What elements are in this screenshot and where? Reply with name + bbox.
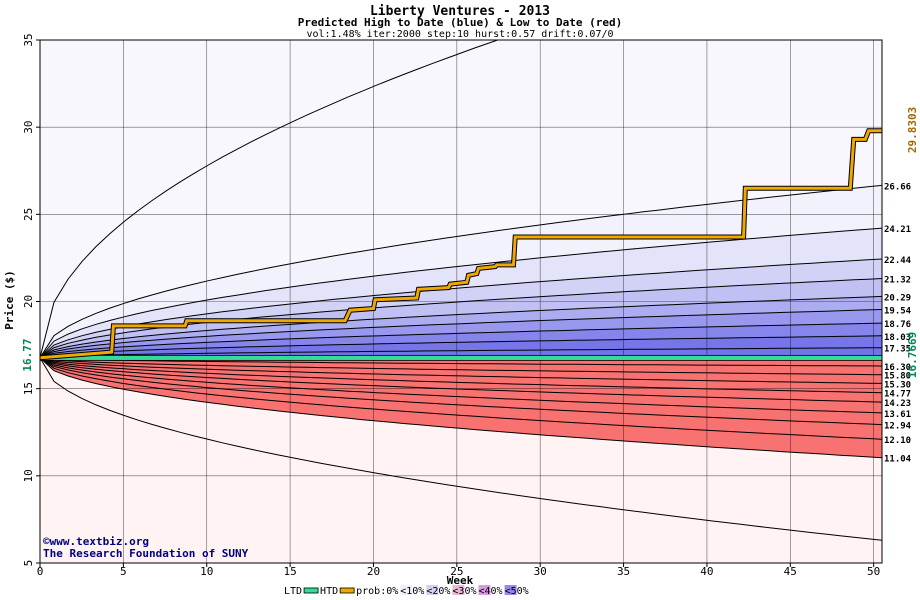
- legend-prob-swatch: [504, 585, 517, 595]
- band-end-label: 18.76: [884, 320, 911, 330]
- band-end-label: 24.21: [884, 225, 911, 235]
- band-boundary-line: [40, 322, 882, 359]
- legend-prob-item: <50%: [505, 586, 529, 597]
- upper-band-fill: [40, 185, 882, 358]
- probability-bands: [40, 40, 882, 563]
- band-boundary-line: [40, 357, 882, 394]
- band-boundary-line: [40, 357, 882, 384]
- upper-band-fill: [40, 40, 882, 358]
- band-boundary-line: [40, 335, 882, 359]
- legend-prob-item: <40%: [479, 586, 503, 597]
- x-tick-label: 5: [120, 565, 127, 578]
- legend-ltd-swatch: [303, 587, 319, 594]
- organization-text: The Research Foundation of SUNY: [43, 547, 249, 560]
- band-end-label: 26.66: [884, 182, 911, 192]
- band-end-label: 11.04: [884, 455, 912, 465]
- band-boundary-line: [40, 40, 500, 358]
- upper-band-fill: [40, 309, 882, 358]
- x-tick-label: 30: [534, 565, 547, 578]
- y-tick-label: 35: [22, 33, 35, 46]
- band-boundary-line: [40, 357, 882, 426]
- band-boundary-line: [40, 357, 882, 541]
- band-labels: 26.66 24.21 22.44 21.32 20.29 19.54 18.76 18.03…: [884, 182, 912, 464]
- band-end-label: 18.03: [884, 333, 911, 343]
- band-end-label: 19.54: [884, 307, 912, 317]
- ltd-value-label: 16.7669: [906, 332, 919, 378]
- x-tick-label: 0: [37, 565, 44, 578]
- lower-band-fill: [40, 357, 882, 458]
- band-end-label: 13.61: [884, 410, 911, 420]
- x-tick-label: 40: [700, 565, 713, 578]
- x-tick-label: 50: [867, 565, 880, 578]
- band-boundary-line: [40, 357, 882, 403]
- y-axis-label: Price ($): [3, 270, 16, 330]
- legend-htd-label: HTD: [320, 586, 338, 597]
- upper-band-fill: [40, 296, 882, 358]
- legend-prob-swatch: [478, 585, 491, 595]
- legend-htd-swatch: [339, 587, 355, 594]
- x-tick-label: 20: [367, 565, 380, 578]
- copyright-text: ©www.textbiz.org: [43, 535, 149, 548]
- band-boundary-line: [40, 258, 882, 359]
- chart-title: Liberty Ventures - 2013: [370, 4, 550, 19]
- chart-params: vol:1.48% iter:2000 step:10 hurst:0.57 d…: [306, 29, 613, 40]
- legend-prob-swatch: [426, 585, 439, 595]
- legend-ltd-label: LTD: [284, 586, 302, 597]
- chart-subtitle: Predicted High to Date (blue) & Low to D…: [298, 16, 623, 29]
- band-end-label: 12.94: [884, 422, 912, 432]
- upper-band-fill: [40, 323, 882, 358]
- band-end-label: 20.29: [884, 293, 911, 303]
- band-boundary-line: [40, 357, 882, 440]
- band-boundary-line: [40, 357, 882, 414]
- band-end-label: 12.10: [884, 436, 911, 446]
- y-tick-label: 5: [22, 560, 35, 567]
- upper-band-fill: [40, 228, 882, 358]
- band-boundary-line: [40, 357, 882, 459]
- y-tick-label: 25: [22, 208, 35, 221]
- legend-prob-item: <30%: [452, 586, 476, 597]
- legend-prob-label: prob:0%: [356, 586, 398, 597]
- start-price-label: 16.77: [21, 338, 34, 371]
- y-tick-label: 20: [22, 295, 35, 308]
- band-boundary-line: [40, 347, 882, 359]
- upper-band-fill: [40, 259, 882, 358]
- band-boundary-line: [40, 309, 882, 359]
- legend: LTD HTD prob:0% <10% <20% <30% <40% <50%: [284, 585, 529, 597]
- x-tick-label: 10: [200, 565, 213, 578]
- band-end-label: 16.30: [884, 363, 911, 373]
- band-end-label: 22.44: [884, 256, 912, 266]
- x-tick-label: 15: [283, 565, 296, 578]
- x-tick-label: 35: [617, 565, 630, 578]
- legend-prob-swatch: [400, 585, 413, 595]
- x-axis-label: Week: [447, 574, 474, 587]
- legend-prob-item: <10%: [400, 586, 424, 597]
- band-boundary-line: [40, 357, 882, 376]
- y-tick-label: 10: [22, 469, 35, 482]
- band-end-label: 14.77: [884, 390, 911, 400]
- upper-band-fill: [40, 278, 882, 358]
- band-end-label: 17.35: [884, 345, 911, 355]
- legend-prob-swatch: [452, 585, 465, 595]
- htd-series-line: [40, 129, 882, 360]
- band-end-label: 15.30: [884, 380, 911, 390]
- band-end-label: 21.32: [884, 275, 911, 285]
- x-tick-label: 45: [784, 565, 797, 578]
- htd-value-label: 29.8303: [906, 107, 919, 153]
- series-layer: [40, 128, 882, 361]
- x-tick-label: 25: [450, 565, 463, 578]
- ltd-series-line: [40, 354, 882, 361]
- y-tick-label: 15: [22, 382, 35, 395]
- y-tick-label: 30: [22, 121, 35, 134]
- band-boundary-line: [40, 357, 882, 367]
- band-end-label: 14.23: [884, 399, 911, 409]
- legend-prob-item: <20%: [426, 586, 450, 597]
- band-end-label: 15.80: [884, 372, 911, 382]
- band-boundary-line: [40, 184, 882, 359]
